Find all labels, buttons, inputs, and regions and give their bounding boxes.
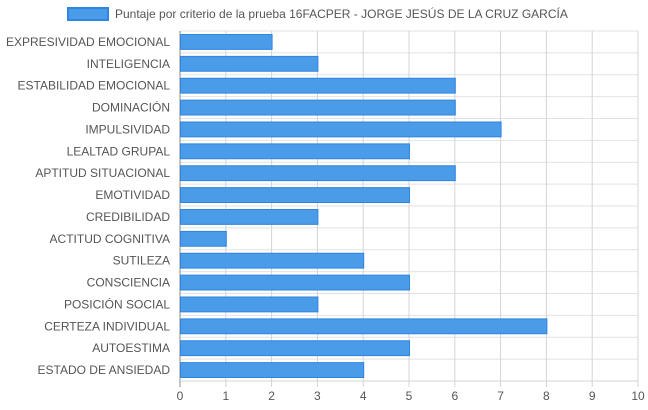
bar[interactable] xyxy=(180,209,319,225)
x-axis-ticks: 0 1 2 3 4 5 6 7 8 9 10 xyxy=(177,389,645,403)
bar[interactable] xyxy=(180,99,456,116)
category-label: ESTADO DE ANSIEDAD xyxy=(38,363,171,377)
bar[interactable] xyxy=(180,165,456,182)
bar[interactable] xyxy=(180,34,273,50)
category-label: CREDIBILIDAD xyxy=(86,210,170,224)
category-labels: EXPRESIVIDAD EMOCIONAL INTELIGENCIA ESTABI… xyxy=(6,35,170,377)
x-tick-label: 3 xyxy=(314,389,321,403)
category-label: EXPRESIVIDAD EMOCIONAL xyxy=(6,35,170,49)
x-tick-label: 7 xyxy=(497,389,504,403)
category-label: AUTOESTIMA xyxy=(92,341,170,355)
bar[interactable] xyxy=(180,362,365,378)
bar[interactable] xyxy=(180,187,410,203)
chart-legend[interactable]: Puntaje por criterio de la prueba 16FACP… xyxy=(67,6,568,21)
bar[interactable] xyxy=(180,274,410,291)
chart-bars xyxy=(180,34,548,378)
x-tick-label: 5 xyxy=(406,389,413,403)
bar[interactable] xyxy=(180,121,502,138)
bar[interactable] xyxy=(180,77,456,94)
bar[interactable] xyxy=(180,143,410,160)
category-label: CONSCIENCIA xyxy=(87,276,170,290)
category-label: LEALTAD GRUPAL xyxy=(67,144,171,158)
x-tick-label: 4 xyxy=(360,389,367,403)
x-tick-label: 10 xyxy=(631,389,645,403)
category-label: ACTITUD COGNITIVA xyxy=(50,232,170,246)
x-tick-label: 9 xyxy=(589,389,596,403)
bar[interactable] xyxy=(180,340,410,357)
bar[interactable] xyxy=(180,230,227,247)
category-label: DOMINACIÓN xyxy=(92,100,170,115)
category-label: SUTILEZA xyxy=(113,254,170,268)
x-tick-label: 8 xyxy=(543,389,550,403)
x-tick-label: 2 xyxy=(268,389,275,403)
bar[interactable] xyxy=(180,252,365,269)
bar[interactable] xyxy=(180,296,319,313)
legend-label[interactable]: Puntaje por criterio de la prueba 16FACP… xyxy=(115,6,568,21)
category-label: INTELIGENCIA xyxy=(87,57,170,71)
category-label: IMPULSIVIDAD xyxy=(85,122,170,136)
legend-swatch[interactable] xyxy=(67,7,109,21)
bar[interactable] xyxy=(180,318,548,335)
category-label: ESTABILIDAD EMOCIONAL xyxy=(18,79,171,93)
category-label: APTITUD SITUACIONAL xyxy=(35,166,170,180)
bar[interactable] xyxy=(180,55,319,72)
category-label: POSICIÓN SOCIAL xyxy=(64,296,170,311)
x-tick-label: 1 xyxy=(222,389,229,403)
x-tick-label: 0 xyxy=(177,389,184,403)
category-label: CERTEZA INDIVIDUAL xyxy=(44,319,170,333)
x-tick-label: 6 xyxy=(451,389,458,403)
category-label: EMOTIVIDAD xyxy=(95,188,170,202)
